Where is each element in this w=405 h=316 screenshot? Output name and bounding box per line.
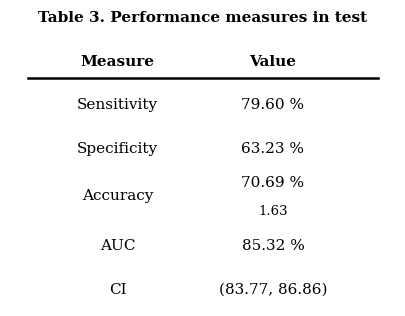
Text: Measure: Measure (80, 55, 154, 69)
Text: 63.23 %: 63.23 % (241, 142, 304, 155)
Text: 85.32 %: 85.32 % (241, 239, 304, 253)
Text: CI: CI (109, 283, 126, 296)
Text: Value: Value (249, 55, 296, 69)
Text: 70.69 %: 70.69 % (241, 176, 304, 190)
Text: AUC: AUC (100, 239, 135, 253)
Text: Sensitivity: Sensitivity (77, 98, 158, 112)
Text: Specificity: Specificity (77, 142, 158, 155)
Text: Table 3. Performance measures in test: Table 3. Performance measures in test (38, 11, 367, 25)
Text: Accuracy: Accuracy (81, 189, 153, 203)
Text: (83.77, 86.86): (83.77, 86.86) (218, 283, 326, 296)
Text: 1.63: 1.63 (258, 205, 287, 218)
Text: 79.60 %: 79.60 % (241, 98, 304, 112)
